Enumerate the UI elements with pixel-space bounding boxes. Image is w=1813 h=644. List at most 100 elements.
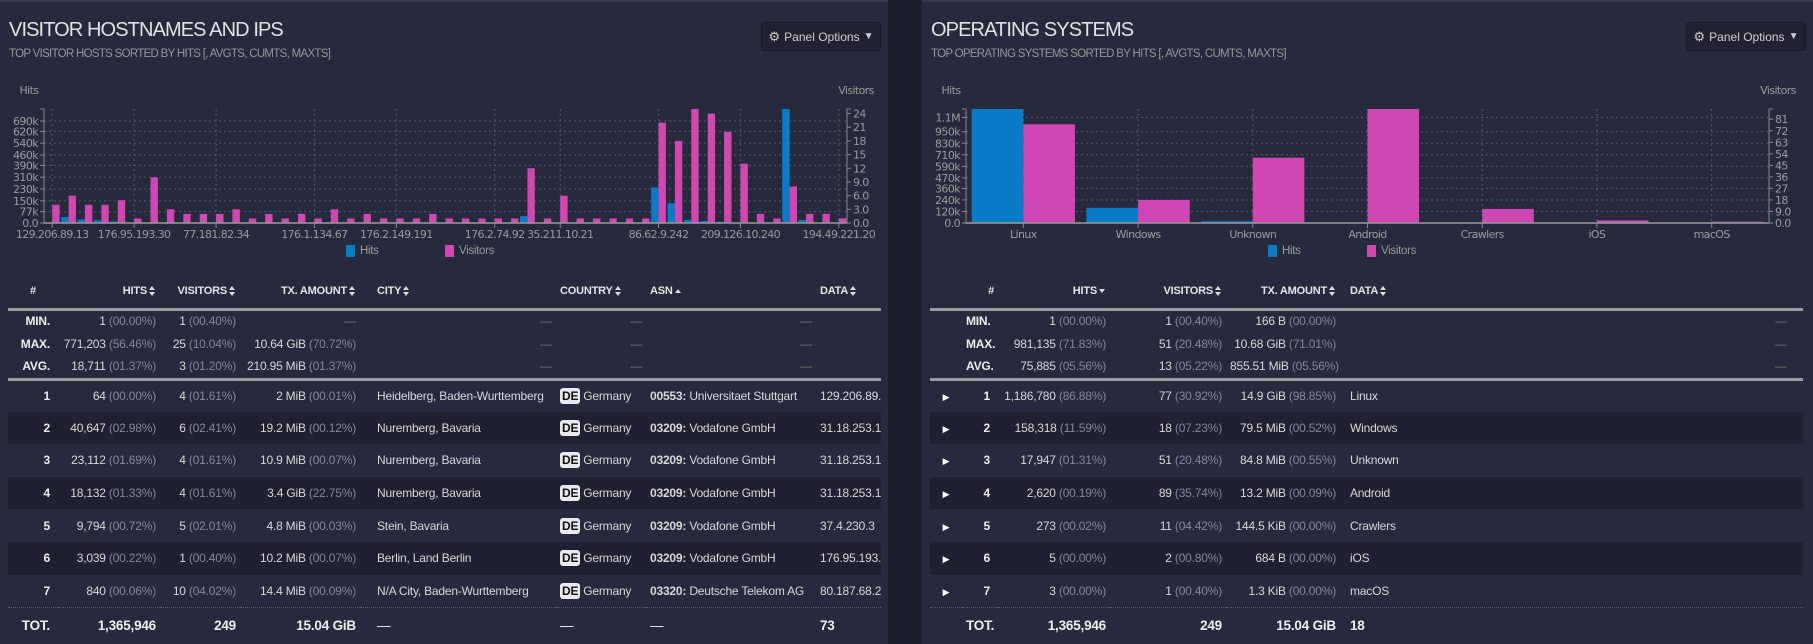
sort-asc-icon[interactable]	[674, 286, 682, 296]
legend-hits[interactable]: Hits	[346, 245, 379, 257]
hits-cell: 158,318 (11.59%)	[998, 411, 1110, 445]
legend-hits[interactable]: Hits	[1268, 245, 1301, 257]
col-header-asn[interactable]: ASN	[646, 274, 816, 311]
sort-icon[interactable]	[149, 285, 156, 296]
sort-icon[interactable]	[403, 285, 410, 296]
col-header-visitors[interactable]: VISITORS	[160, 274, 240, 311]
x-tick-label: 176.2.149.191	[360, 228, 433, 241]
table-row[interactable]: ▶ 1 1,186,780 (86.88%) 77 (30.92%) 14.9 GiB …	[930, 379, 1803, 412]
hits-cell: 1 (00.00%)	[99, 314, 156, 329]
bar-hits	[798, 220, 807, 223]
caret-right-icon[interactable]: ▶	[942, 586, 950, 597]
bar-visitors	[642, 218, 650, 223]
col-header-visitors[interactable]: VISITORS	[1110, 274, 1226, 311]
caret-right-icon[interactable]: ▶	[942, 554, 950, 565]
col-header-tx-amount[interactable]: TX. AMOUNT	[240, 274, 360, 311]
col-header-country[interactable]: COUNTRY	[556, 274, 646, 311]
y2-tick-label: 9.0	[853, 176, 869, 189]
expand-cell	[930, 355, 962, 381]
col-header-hits[interactable]: HITS	[58, 274, 160, 311]
col-header-hits[interactable]: HITS	[998, 274, 1110, 311]
sort-icon[interactable]	[1380, 285, 1387, 296]
bar-visitors	[625, 218, 634, 223]
data-cell: 37.4.230.3	[820, 518, 875, 533]
col-header-data[interactable]: DATA	[1340, 274, 1803, 311]
table-row[interactable]: ▶ 2 158,318 (11.59%) 18 (07.23%) 79.5 MiB (0…	[930, 411, 1803, 445]
caret-right-icon[interactable]: ▶	[942, 392, 950, 403]
expand-toggle[interactable]: ▶	[930, 509, 962, 542]
country-code-badge: DE	[560, 419, 581, 436]
table-row[interactable]: ▶ 3 17,947 (01.31%) 51 (20.48%) 84.8 MiB (00…	[930, 444, 1803, 477]
row-number: 4	[8, 476, 58, 510]
expand-toggle[interactable]: ▶	[930, 575, 962, 608]
city-cell: Nuremberg, Bavaria	[377, 453, 481, 468]
expand-toggle[interactable]: ▶	[930, 476, 962, 510]
caret-right-icon[interactable]: ▶	[942, 521, 950, 532]
caret-right-icon[interactable]: ▶	[942, 456, 950, 467]
panel-options-label: Panel Options	[784, 29, 860, 44]
bar-visitors	[412, 218, 421, 223]
y2-tick-label: 9.0	[1775, 205, 1791, 218]
sort-icon[interactable]	[1215, 285, 1222, 296]
table-row[interactable]: 5 9,794 (00.72%) 5 (02.01%) 4.8 MiB (00.03%…	[8, 509, 881, 542]
bar-hits	[971, 109, 1024, 223]
x-tick-label: 176.1.134.67	[281, 228, 348, 241]
caret-right-icon[interactable]: ▶	[942, 489, 950, 500]
bar-hits	[782, 109, 790, 223]
bar-hits	[700, 221, 708, 223]
table-row[interactable]: ▶ 4 2,620 (00.19%) 89 (35.74%) 13.2 MiB (00.…	[930, 476, 1803, 510]
expand-toggle[interactable]: ▶	[930, 411, 962, 445]
expand-toggle[interactable]: ▶	[930, 444, 962, 477]
sort-icon[interactable]	[614, 285, 622, 296]
hits-cell: 273 (00.02%)	[1036, 518, 1106, 533]
bar-visitors	[560, 195, 568, 223]
col-header-tx-amount[interactable]: TX. AMOUNT	[1226, 274, 1340, 311]
y-tick-label: 460k	[13, 149, 39, 162]
table-row[interactable]: ▶ 5 273 (00.02%) 11 (04.42%) 144.5 KiB (00.0…	[930, 509, 1803, 542]
panel-options-button[interactable]: ⚙ Panel Options ▼	[1686, 22, 1806, 51]
city-cell: Stein, Bavaria	[377, 518, 449, 533]
col-header-data[interactable]: DATA	[816, 274, 881, 311]
y2-tick-label: 0.0	[1775, 217, 1791, 230]
visitors-cell: 25 (10.04%)	[172, 336, 236, 351]
table-row[interactable]: 2 40,647 (02.98%) 6 (02.41%) 19.2 MiB (00.1…	[8, 411, 881, 445]
col-header-city[interactable]: CITY	[360, 274, 556, 311]
row-number: 3	[983, 453, 991, 468]
legend-visitors[interactable]: Visitors	[1367, 245, 1416, 257]
sort-icon[interactable]	[349, 285, 356, 296]
tx-cell: 4.8 MiB (00.03%)	[266, 518, 356, 533]
legend-visitors[interactable]: Visitors	[445, 245, 494, 257]
total-row: TOT. 1,365,946 249 15.04 GiB — — —73	[8, 606, 881, 644]
legend-swatch-hits	[346, 245, 355, 257]
y-tick-label: 310k	[13, 171, 39, 184]
visitors-cell: 1 (00.40%)	[160, 541, 240, 575]
asn-cell: 03320 Deutsche Telekom AG	[646, 575, 816, 608]
tx-cell: 10.68 GiB (71.01%)	[1234, 336, 1336, 351]
bar-visitors	[609, 218, 617, 223]
sort-icon[interactable]	[1329, 285, 1336, 296]
country-code-badge: DE	[560, 452, 581, 469]
city-cell: —	[540, 314, 552, 329]
bar-visitors	[527, 168, 535, 223]
table-row[interactable]: ▶ 7 3 (00.00%) 1 (00.40%) 1.3 KiB (00.00%) ma…	[930, 575, 1803, 608]
sort-icon[interactable]	[229, 285, 236, 296]
row-number: 1	[43, 389, 51, 404]
table-row[interactable]: 6 3,039 (00.22%) 1 (00.40%) 10.2 MiB (00.07…	[8, 541, 881, 575]
hits-cell: 1 (00.00%)	[1049, 314, 1106, 329]
expand-toggle[interactable]: ▶	[930, 541, 962, 575]
y2-tick-label: 12	[853, 162, 866, 175]
table-row[interactable]: 4 18,132 (01.33%) 4 (01.61%) 3.4 GiB (22.75…	[8, 476, 881, 510]
table-row[interactable]: ▶ 6 5 (00.00%) 2 (00.80%) 684 B (00.00%) iOS	[930, 541, 1803, 575]
country-code-badge: DE	[560, 485, 581, 502]
panel-options-button[interactable]: ⚙ Panel Options ▼	[761, 22, 881, 51]
table-row[interactable]: 7 840 (00.06%) 10 (04.02%) 14.4 MiB (00.09%…	[8, 575, 881, 608]
col-header-expand	[930, 274, 962, 311]
table-row[interactable]: 3 23,112 (01.69%) 4 (01.61%) 10.9 MiB (00.0…	[8, 444, 881, 477]
caret-right-icon[interactable]: ▶	[942, 423, 950, 434]
expand-toggle[interactable]: ▶	[930, 379, 962, 412]
sort-desc-icon[interactable]	[1099, 286, 1106, 296]
x-tick-label: Crawlers	[1461, 228, 1505, 241]
table-row[interactable]: 1 64 (00.00%) 4 (01.61%) 2 MiB (00.01%) Heid…	[8, 379, 881, 412]
sort-icon[interactable]	[850, 285, 857, 296]
y2-tick-label: 18	[1775, 194, 1788, 207]
